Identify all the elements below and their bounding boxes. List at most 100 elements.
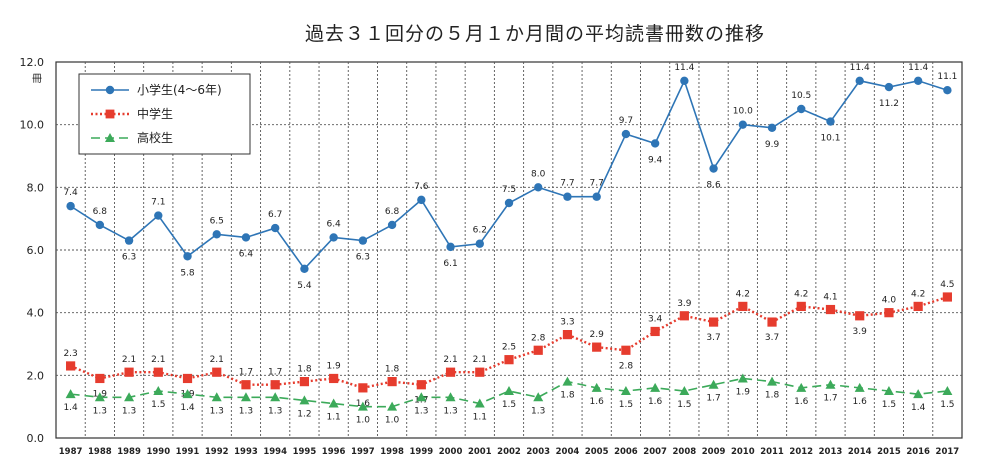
data-point-square xyxy=(270,380,280,390)
data-label: 4.1 xyxy=(823,293,837,303)
y-tick-label: 8.0 xyxy=(27,181,45,194)
y-tick-label: 4.0 xyxy=(27,307,45,320)
data-label: 1.6 xyxy=(794,397,809,407)
x-tick-label: 2008 xyxy=(673,447,697,457)
data-point-square xyxy=(767,317,777,327)
data-label: 1.7 xyxy=(268,368,282,378)
data-point-triangle xyxy=(591,382,602,392)
data-point-square xyxy=(358,383,368,393)
data-label: 8.6 xyxy=(706,181,721,191)
data-point-square xyxy=(124,367,134,377)
data-point-triangle xyxy=(913,389,924,399)
data-label: 8.0 xyxy=(531,169,546,179)
data-point-triangle xyxy=(708,379,719,389)
data-label: 1.6 xyxy=(648,397,663,407)
data-point-triangle xyxy=(416,392,427,402)
data-label: 1.7 xyxy=(239,368,253,378)
data-point-square xyxy=(66,361,76,371)
data-point-triangle xyxy=(124,392,135,402)
data-point-triangle xyxy=(211,392,222,402)
data-point-triangle xyxy=(270,392,281,402)
data-point-circle xyxy=(329,233,338,242)
legend-item-1: 小学生(4～6年) xyxy=(91,82,222,97)
data-label: 2.8 xyxy=(531,333,546,343)
data-point-circle xyxy=(913,76,923,86)
data-point-circle xyxy=(300,264,309,273)
data-label: 2.1 xyxy=(443,355,457,365)
data-label: 1.5 xyxy=(502,400,516,410)
data-point-triangle xyxy=(182,389,193,399)
legend-label: 小学生(4～6年) xyxy=(137,82,222,97)
data-point-circle xyxy=(154,211,163,220)
data-point-triangle xyxy=(357,401,368,411)
data-label: 2.8 xyxy=(619,361,634,371)
x-tick-label: 1990 xyxy=(146,447,170,457)
x-tick-label: 2014 xyxy=(848,447,872,457)
data-point-circle xyxy=(446,242,455,252)
data-point-square xyxy=(679,311,689,321)
data-label: 1.4 xyxy=(63,403,78,413)
data-point-triangle xyxy=(854,382,865,392)
x-tick-label: 1999 xyxy=(409,447,433,457)
data-point-triangle xyxy=(504,386,514,395)
x-tick-label: 2001 xyxy=(468,447,492,457)
legend-label: 中学生 xyxy=(137,106,173,121)
data-point-circle xyxy=(767,123,777,132)
data-label: 1.6 xyxy=(590,397,605,407)
x-tick-label: 2010 xyxy=(731,447,755,457)
data-label: 1.6 xyxy=(853,397,868,407)
data-label: 1.9 xyxy=(736,387,751,397)
data-label: 9.7 xyxy=(619,116,633,126)
data-point-circle xyxy=(212,230,221,239)
data-label: 1.5 xyxy=(940,400,954,410)
data-point-triangle xyxy=(650,382,661,392)
x-tick-label: 2000 xyxy=(439,447,463,457)
data-point-triangle xyxy=(387,401,398,411)
data-point-triangle xyxy=(679,386,690,395)
data-label: 1.4 xyxy=(180,403,195,413)
y-tick-label: 2.0 xyxy=(27,369,45,382)
data-label: 6.4 xyxy=(326,219,341,229)
data-label: 1.3 xyxy=(531,406,545,416)
x-tick-label: 1994 xyxy=(263,447,287,457)
data-label: 6.1 xyxy=(443,259,457,269)
data-label: 2.1 xyxy=(210,355,224,365)
data-point-circle xyxy=(124,236,134,245)
data-label: 2.5 xyxy=(502,343,516,353)
data-point-square xyxy=(884,308,894,318)
y-tick-label: 0.0 xyxy=(27,432,45,445)
data-label: 7.4 xyxy=(63,188,78,198)
data-label: 1.1 xyxy=(326,413,340,423)
data-label: 1.9 xyxy=(326,361,341,371)
x-tick-label: 2016 xyxy=(906,447,930,457)
data-point-circle xyxy=(621,129,631,139)
data-point-triangle xyxy=(796,382,807,392)
data-label: 1.3 xyxy=(443,406,457,416)
x-tick-label: 1992 xyxy=(205,447,229,457)
data-label: 1.0 xyxy=(385,416,400,426)
data-point-circle xyxy=(105,85,115,95)
data-point-square xyxy=(153,367,163,377)
x-tick-label: 2011 xyxy=(760,447,784,457)
data-point-circle xyxy=(504,198,514,208)
data-label: 5.8 xyxy=(180,268,195,278)
data-point-square xyxy=(416,380,426,390)
data-label: 3.7 xyxy=(706,333,720,343)
data-label: 11.4 xyxy=(908,63,928,73)
data-label: 2.9 xyxy=(590,330,605,340)
data-label: 11.4 xyxy=(674,63,694,73)
data-label: 9.4 xyxy=(648,155,663,165)
data-point-square xyxy=(212,367,222,377)
data-point-square xyxy=(592,342,602,352)
data-point-triangle xyxy=(767,376,778,386)
data-label: 1.3 xyxy=(122,406,136,416)
data-point-square xyxy=(387,377,397,387)
y-unit-label: 冊 xyxy=(32,74,42,85)
data-point-square xyxy=(475,367,485,377)
data-point-square xyxy=(504,355,514,365)
data-point-triangle xyxy=(328,398,339,408)
data-label: 3.4 xyxy=(648,314,663,324)
data-point-triangle xyxy=(825,379,836,389)
data-label: 3.7 xyxy=(765,333,779,343)
data-label: 3.9 xyxy=(853,327,868,337)
